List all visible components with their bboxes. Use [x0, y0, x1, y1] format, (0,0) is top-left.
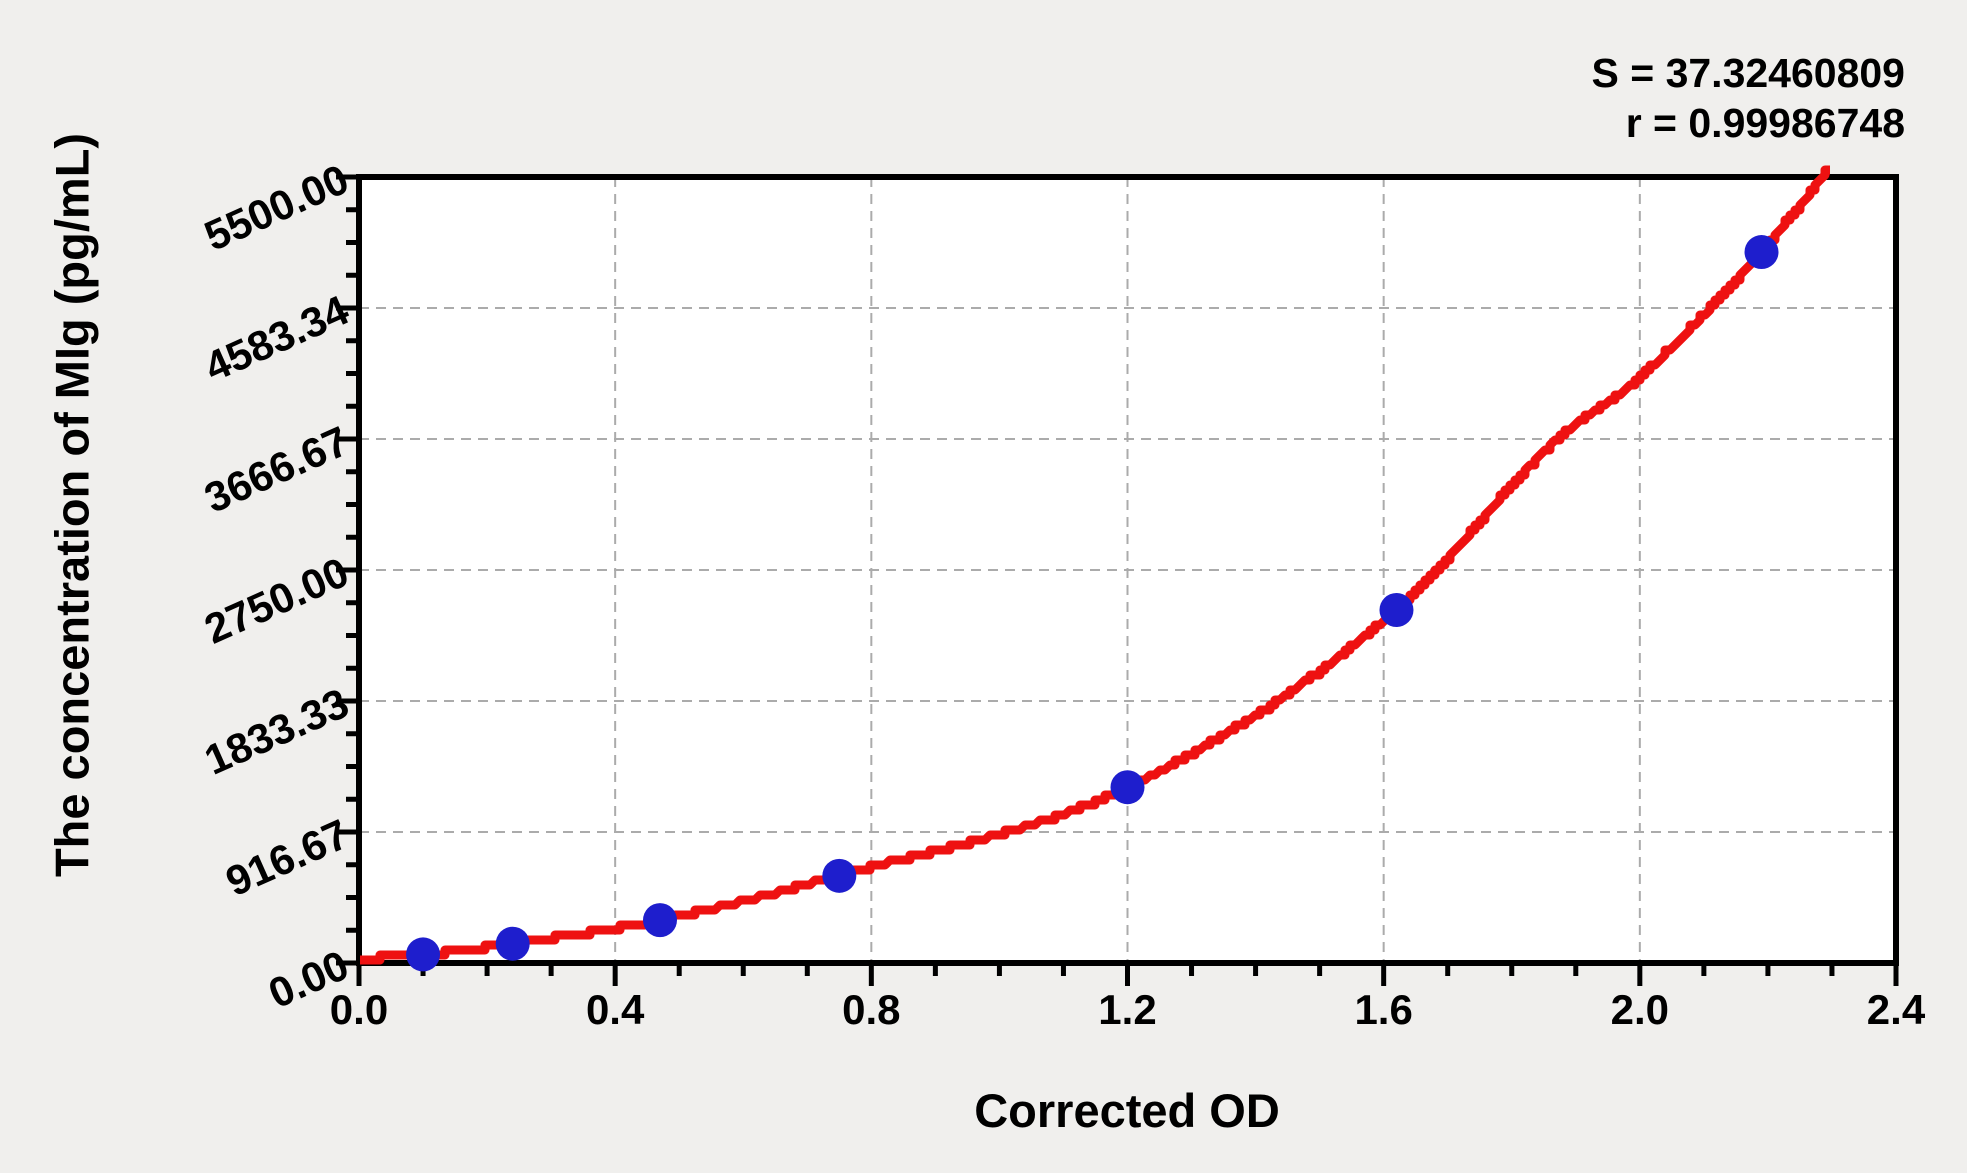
data-point	[822, 858, 857, 893]
data-point	[642, 903, 677, 938]
data-point	[1744, 235, 1779, 270]
x-axis-title: Corrected OD	[974, 1084, 1280, 1137]
x-tick-label: 0.4	[585, 986, 645, 1033]
y-axis-title: The concentration of MIg (pg/mL)	[45, 132, 99, 878]
data-point	[495, 926, 530, 961]
x-tick-label: 0.0	[329, 986, 389, 1033]
x-tick-label: 2.0	[1610, 986, 1670, 1033]
x-tick-label: 1.2	[1098, 986, 1157, 1033]
data-point	[1379, 593, 1414, 628]
x-tick-label: 2.4	[1866, 986, 1926, 1033]
stat-s-value: S = 37.32460809	[1591, 50, 1906, 96]
stat-r-value: r = 0.99986748	[1625, 100, 1905, 147]
data-point	[406, 937, 441, 972]
fit-statistics: S = 37.32460809 r = 0.99986748	[1592, 48, 1906, 148]
x-tick-label: 0.8	[842, 986, 901, 1033]
x-tick-label: 1.6	[1354, 986, 1413, 1033]
data-point	[1110, 770, 1145, 805]
